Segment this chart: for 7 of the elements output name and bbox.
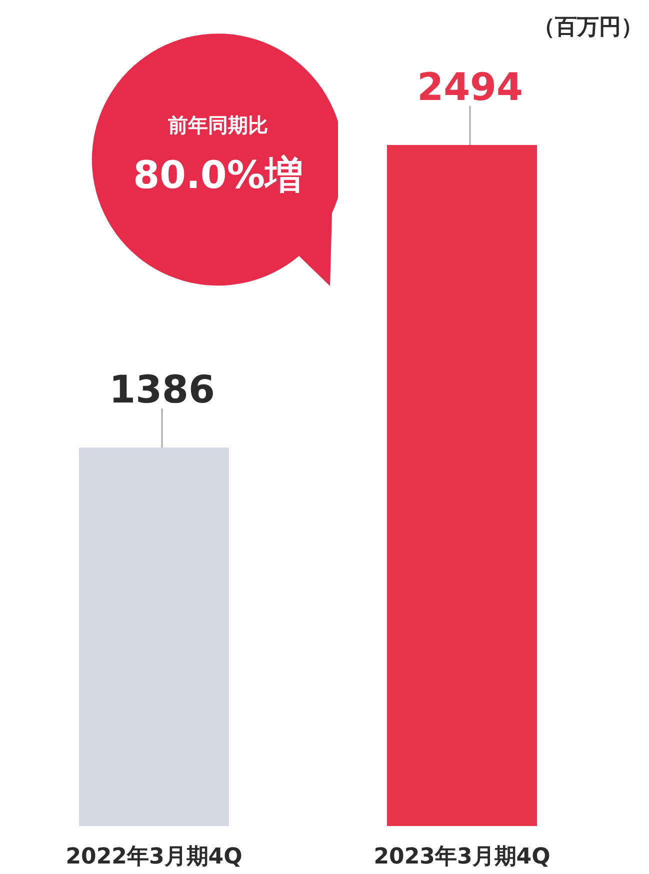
y-axis-title: （百万円） — [533, 14, 643, 42]
x-tick-label: 2023年3月期4Q — [374, 844, 550, 870]
x-tick-label: 2022年3月期4Q — [66, 844, 242, 870]
data-label: 1386 — [109, 368, 215, 412]
text: 前年同期比 — [167, 112, 269, 139]
data-label: 2494 — [417, 65, 523, 109]
annotation: 80.0%増 — [132, 152, 304, 199]
